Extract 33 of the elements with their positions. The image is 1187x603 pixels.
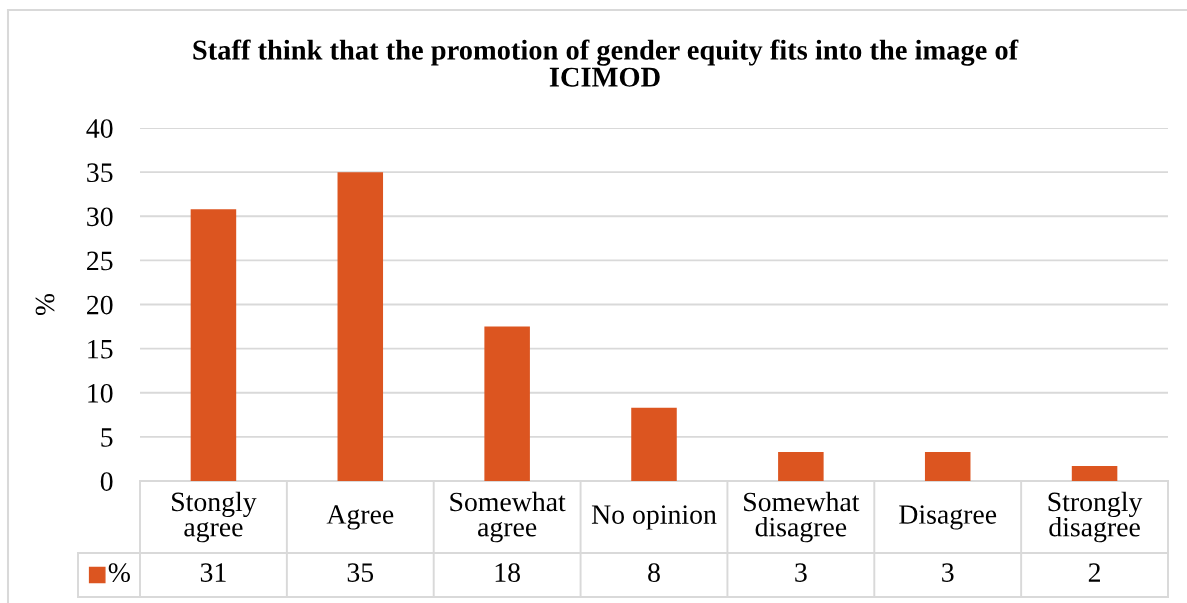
data-label: 8 (648, 563, 660, 582)
x-tick-label: Strongly disagree (1048, 491, 1143, 543)
bar (1071, 466, 1118, 481)
data-label: 2 (1088, 563, 1100, 582)
y-axis-title: % (35, 293, 55, 316)
y-tick-label: 35 (87, 163, 113, 183)
x-tick-label: Somewhat disagree (744, 491, 860, 543)
bar (631, 407, 677, 481)
y-tick-label: 0 (100, 472, 113, 491)
legend-label: % (108, 563, 130, 583)
bar (778, 451, 824, 481)
x-tick-label: Agree (326, 505, 394, 530)
bar (190, 209, 237, 481)
y-tick-label: 20 (87, 295, 113, 315)
x-tick-label: Somewhat agree (450, 491, 566, 543)
x-tick-label: Stongly agree (172, 491, 257, 543)
y-tick-label: 40 (86, 119, 113, 138)
x-tick-label: Disagree (899, 505, 997, 530)
data-label: 31 (200, 563, 226, 582)
y-tick-label: 10 (88, 383, 113, 403)
chart-title: Staff think that the promotion of gender equity fits into the image of ICIMOD (193, 39, 1019, 87)
bar (484, 326, 530, 481)
data-label: 35 (347, 563, 374, 582)
y-tick-label: 15 (88, 339, 113, 359)
bar (337, 172, 384, 481)
data-label: 3 (942, 563, 954, 582)
y-tick-label: 25 (87, 251, 113, 271)
y-tick-label: 5 (101, 428, 113, 447)
x-tick-label: No opinion (591, 505, 717, 530)
bar (924, 451, 971, 481)
y-tick-label: 30 (87, 207, 113, 227)
data-label: 18 (495, 563, 520, 582)
data-label: 3 (795, 563, 807, 582)
